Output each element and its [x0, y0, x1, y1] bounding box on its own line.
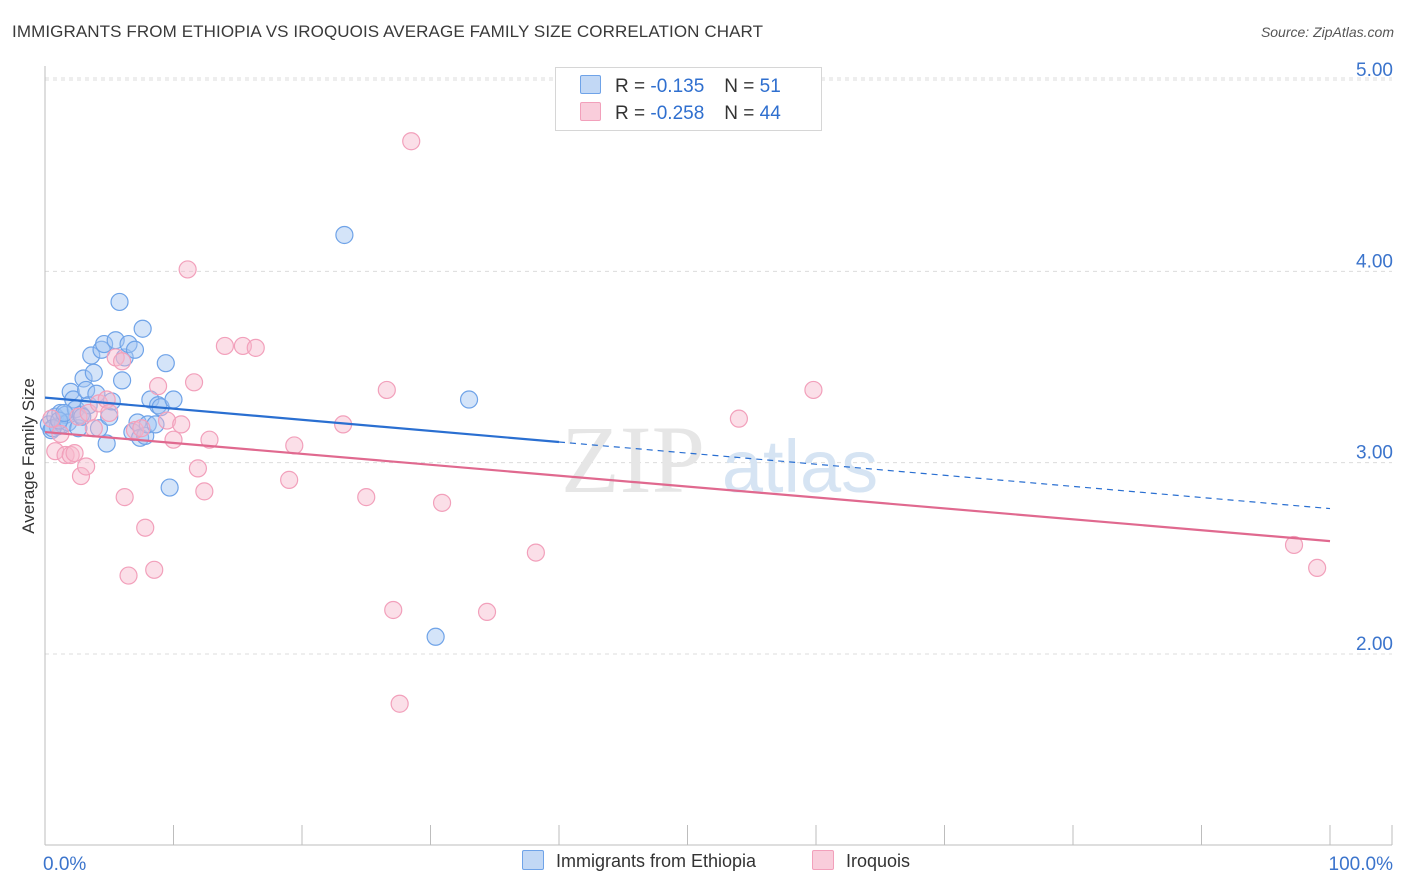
x-tick-label: 100.0%: [1329, 854, 1394, 875]
watermark-atlas: atlas: [722, 425, 878, 508]
data-point-iroquois: [390, 694, 409, 713]
trend-line-iroquois: [44, 430, 1331, 543]
data-point-iroquois: [115, 488, 134, 507]
data-point-iroquois: [184, 373, 204, 392]
data-point-ethiopia: [125, 340, 145, 359]
data-point-iroquois: [65, 444, 84, 463]
data-point-iroquois: [215, 336, 234, 356]
data-point-iroquois: [195, 482, 214, 501]
n-value: 44: [759, 103, 781, 124]
legend-swatch-iroquois: [812, 850, 834, 870]
data-point-iroquois: [526, 543, 545, 562]
y-tick-label: 5.00: [1356, 60, 1393, 81]
data-point-iroquois: [280, 470, 299, 489]
grid-layer: [45, 77, 1392, 655]
stats-row-ethiopia: R = -0.135 N = 51: [580, 75, 781, 101]
iroquois-swatch: [580, 102, 601, 121]
axis-layer: [44, 66, 1393, 846]
stats-box: R = -0.135 N = 51 R = -0.258 N = 44: [555, 67, 822, 131]
r-value: -0.258: [650, 103, 705, 124]
x-tick-label: 0.0%: [43, 854, 86, 875]
data-point-iroquois: [148, 377, 168, 396]
trend-line-ethiopia-extrapolated: [558, 441, 1331, 510]
data-point-iroquois: [119, 566, 138, 585]
data-point-iroquois: [285, 436, 304, 455]
y-axis-label: Average Family Size: [19, 378, 38, 534]
legend-swatch-ethiopia: [522, 850, 544, 870]
data-point-iroquois: [69, 407, 88, 426]
data-point-iroquois: [432, 493, 452, 512]
data-point-ethiopia: [74, 369, 93, 388]
data-point-ethiopia: [459, 390, 479, 409]
trend-line-ethiopia: [44, 396, 560, 444]
n-label: N =: [724, 103, 755, 124]
data-point-iroquois: [132, 419, 151, 438]
stats-row-iroquois: R = -0.258 N = 44: [580, 102, 781, 128]
data-point-iroquois: [1308, 558, 1327, 578]
data-point-ethiopia: [84, 363, 103, 382]
data-point-iroquois: [100, 403, 119, 423]
trend-layer: [44, 396, 1331, 543]
y-tick-label: 4.00: [1356, 251, 1393, 272]
y-tick-label: 3.00: [1356, 443, 1393, 464]
source-label: Source: ZipAtlas.com: [1260, 24, 1394, 40]
data-point-ethiopia: [133, 319, 152, 338]
data-point-iroquois: [188, 459, 208, 478]
legend-label-ethiopia: Immigrants from Ethiopia: [556, 851, 757, 871]
data-point-iroquois: [136, 518, 155, 537]
data-point-ethiopia: [426, 627, 445, 646]
ethiopia-swatch: [580, 75, 601, 94]
data-point-ethiopia: [95, 334, 114, 354]
legend-item-ethiopia[interactable]: Immigrants from Ethiopia: [522, 850, 756, 878]
data-point-iroquois: [357, 488, 376, 507]
points-layer: [39, 132, 1327, 713]
data-point-iroquois: [1284, 535, 1304, 555]
data-point-iroquois: [402, 132, 421, 151]
legend-item-iroquois[interactable]: Iroquois: [812, 850, 910, 878]
data-point-iroquois: [377, 380, 396, 400]
r-value: -0.135: [650, 76, 705, 97]
data-point-ethiopia: [160, 478, 179, 497]
watermark-zip: ZIP: [561, 406, 705, 513]
data-point-iroquois: [384, 600, 403, 620]
data-point-iroquois: [200, 430, 219, 449]
r-label: R =: [615, 76, 646, 97]
data-point-iroquois: [77, 457, 96, 476]
data-point-iroquois: [477, 602, 497, 622]
data-point-iroquois: [157, 411, 177, 430]
data-point-ethiopia: [97, 434, 116, 453]
data-point-ethiopia: [146, 415, 165, 434]
data-point-iroquois: [246, 338, 265, 357]
data-point-iroquois: [84, 419, 103, 438]
data-point-iroquois: [804, 380, 823, 400]
n-label: N =: [724, 76, 755, 97]
legend-label-iroquois: Iroquois: [846, 851, 911, 871]
data-point-iroquois: [42, 409, 61, 428]
data-point-ethiopia: [156, 354, 175, 373]
data-point-ethiopia: [77, 380, 96, 400]
data-point-ethiopia: [110, 292, 129, 312]
y-tick-label: 2.00: [1356, 634, 1393, 655]
data-point-ethiopia: [335, 225, 354, 245]
chart-title: IMMIGRANTS FROM ETHIOPIA VS IROQUOIS AVE…: [12, 22, 764, 41]
n-value: 51: [759, 76, 781, 97]
data-point-iroquois: [164, 430, 183, 449]
data-point-iroquois: [172, 415, 191, 434]
data-point-ethiopia: [164, 390, 183, 409]
data-point-iroquois: [112, 352, 132, 371]
watermark: ZIP atlas: [561, 406, 878, 513]
data-point-iroquois: [145, 560, 164, 579]
r-label: R =: [615, 103, 646, 124]
data-point-iroquois: [46, 442, 65, 461]
data-point-iroquois: [178, 260, 197, 279]
data-point-ethiopia: [112, 371, 132, 390]
data-point-iroquois: [729, 409, 749, 428]
tick-label-layer: 2.00 3.00 4.00 5.00 0.0% 100.0%: [43, 60, 1393, 875]
data-point-iroquois: [56, 445, 75, 465]
data-point-iroquois: [71, 466, 91, 486]
